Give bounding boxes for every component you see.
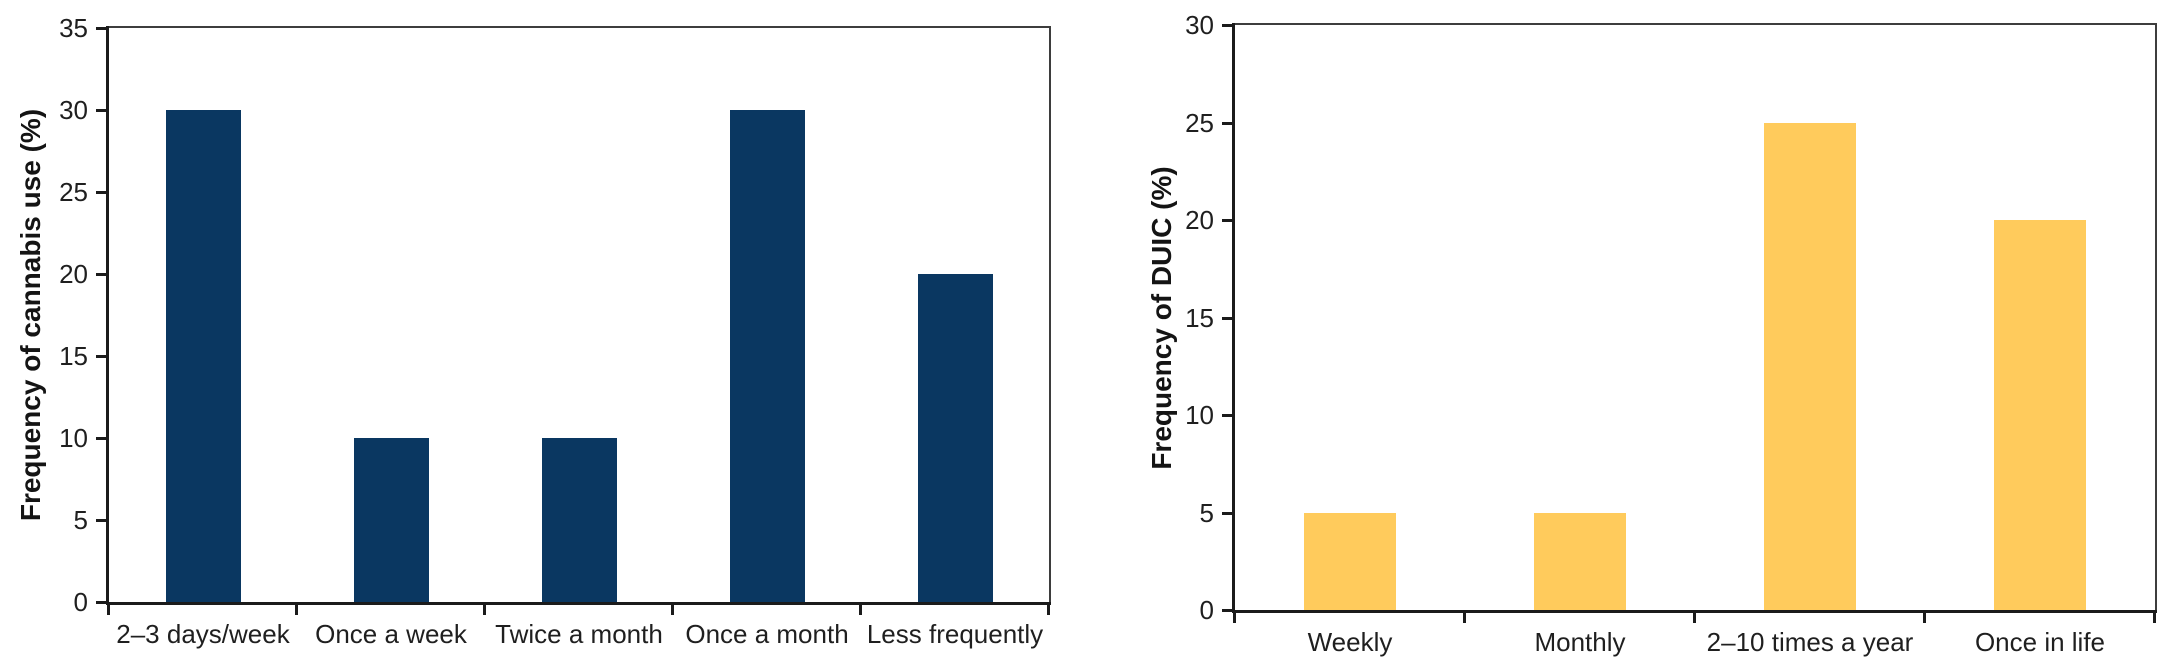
x-tick-label: 2–10 times a year bbox=[1706, 627, 1914, 657]
cannabis-use-frequency-chart: Frequency of cannabis use (%) 0 5 10 15 20 25… bbox=[15, 13, 1051, 649]
y-tick bbox=[96, 273, 106, 276]
x-tick-label: Once a week bbox=[315, 619, 467, 649]
bar bbox=[1534, 512, 1626, 610]
bar bbox=[354, 438, 429, 602]
y-tick-label: 0 bbox=[1199, 595, 1214, 625]
x-tick bbox=[671, 605, 674, 615]
plot-top-border bbox=[1235, 23, 2157, 25]
y-tick-label: 5 bbox=[73, 505, 88, 535]
y-axis-line bbox=[106, 26, 109, 602]
y-tick bbox=[1222, 414, 1232, 417]
y-axis-title: Frequency of cannabis use (%) bbox=[15, 108, 46, 522]
x-axis-line bbox=[106, 602, 1051, 605]
y-tick bbox=[96, 109, 106, 112]
x-tick bbox=[107, 605, 110, 615]
bar bbox=[166, 110, 241, 602]
y-tick-label: 35 bbox=[59, 13, 88, 43]
y-tick bbox=[96, 191, 106, 194]
plot-top-border bbox=[109, 26, 1051, 28]
y-tick-label: 20 bbox=[1185, 205, 1214, 235]
y-tick-label: 20 bbox=[59, 259, 88, 289]
y-tick bbox=[96, 27, 106, 30]
y-tick-label: 15 bbox=[1185, 302, 1214, 333]
bar bbox=[1304, 512, 1396, 610]
y-tick bbox=[96, 437, 106, 440]
plot-right-border bbox=[1049, 26, 1051, 602]
bar bbox=[1994, 220, 2086, 610]
x-tick bbox=[2153, 613, 2156, 623]
y-axis-line bbox=[1232, 23, 1235, 610]
duic-frequency-chart: Frequency of DUIC (%) 0 5 10 15 20 25 30 Weekly… bbox=[1100, 0, 2177, 670]
x-tick bbox=[1233, 613, 1236, 623]
bar bbox=[730, 110, 805, 602]
y-tick-label: 5 bbox=[1199, 497, 1214, 528]
y-tick bbox=[96, 355, 106, 358]
x-tick bbox=[483, 605, 486, 615]
y-tick bbox=[1222, 121, 1232, 125]
x-tick-label: 2–3 days/week bbox=[116, 619, 290, 649]
y-tick bbox=[1222, 609, 1232, 612]
y-tick-label: 25 bbox=[59, 177, 88, 207]
x-tick-label: Weekly bbox=[1307, 627, 1393, 657]
y-tick-label: 30 bbox=[59, 95, 88, 125]
x-axis-line bbox=[1232, 610, 2157, 613]
y-tick-label: 10 bbox=[59, 423, 88, 453]
x-tick bbox=[1047, 605, 1050, 615]
y-tick bbox=[96, 601, 106, 604]
y-tick bbox=[1222, 219, 1232, 222]
x-tick-label: Monthly bbox=[1534, 627, 1626, 657]
x-tick bbox=[1693, 613, 1696, 623]
y-tick bbox=[96, 519, 106, 522]
bar bbox=[918, 274, 993, 602]
x-tick-label: Once in life bbox=[1974, 627, 2106, 657]
x-tick-label: Twice a month bbox=[495, 619, 663, 649]
y-tick-label: 10 bbox=[1185, 400, 1214, 430]
y-tick bbox=[1222, 24, 1232, 27]
y-tick bbox=[1222, 316, 1232, 320]
y-tick-label: 25 bbox=[1185, 107, 1214, 138]
bar bbox=[1764, 122, 1856, 610]
y-tick-label: 30 bbox=[1185, 10, 1214, 40]
y-tick bbox=[1222, 511, 1232, 515]
x-tick bbox=[859, 605, 862, 615]
y-tick-label: 15 bbox=[59, 341, 88, 371]
y-tick-label: 0 bbox=[73, 587, 88, 617]
x-tick bbox=[1463, 613, 1466, 623]
x-tick bbox=[1923, 613, 1926, 623]
x-tick-label: Less frequently bbox=[866, 619, 1044, 649]
x-tick-label: Once a month bbox=[685, 619, 849, 649]
plot-right-border bbox=[2155, 23, 2157, 610]
bar bbox=[542, 438, 617, 602]
x-tick bbox=[295, 605, 298, 615]
